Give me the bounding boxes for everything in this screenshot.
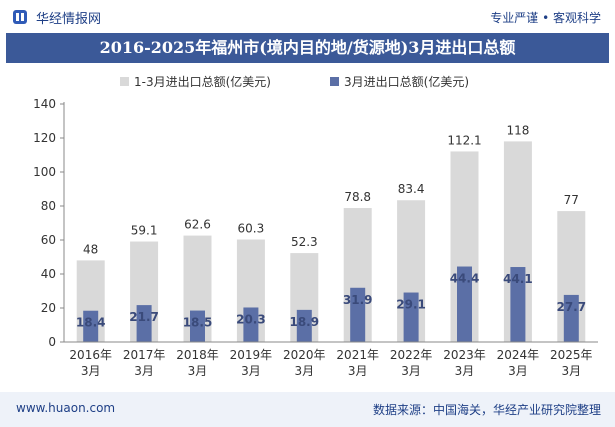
- x-tick-label-line: 2024年: [497, 348, 540, 362]
- x-tick-label-line: 2017年: [123, 348, 166, 362]
- x-tick-label: 2023年 3月: [443, 348, 486, 378]
- bar-march-total: [296, 309, 312, 342]
- data-label-ytd-total: 59.1: [131, 224, 158, 238]
- chart-plot: 1-3月进出口总额(亿美元) 3月进出口总额(亿美元) 0 20 40 60 80 100 1…: [33, 74, 598, 378]
- x-tick-label-line: 2025年: [550, 348, 593, 362]
- y-tick-label: 120: [33, 131, 56, 145]
- data-label-ytd-total: 60.3: [238, 221, 265, 235]
- x-tick-label-line: 2023年: [443, 348, 486, 362]
- x-tick-label: 2025年 3月: [550, 348, 593, 378]
- x-tick-label-line: 3月: [188, 364, 208, 378]
- legend-label: 1-3月进出口总额(亿美元): [134, 74, 271, 89]
- data-label-march-total: 44.4: [450, 272, 480, 286]
- x-tick-label-line: 3月: [348, 364, 368, 378]
- bar-march-total: [403, 292, 419, 342]
- legend: 1-3月进出口总额(亿美元) 3月进出口总额(亿美元): [120, 74, 469, 89]
- x-tick-label-line: 2018年: [176, 348, 219, 362]
- bar-march-total: [350, 287, 366, 342]
- data-label-march-total: 29.1: [396, 298, 426, 312]
- y-tick-label: 80: [41, 199, 56, 213]
- data-label-march-total: 27.7: [556, 300, 586, 314]
- x-tick-label: 2020年 3月: [283, 348, 326, 378]
- data-label-ytd-total: 118: [506, 123, 529, 137]
- y-axis: 0 20 40 60 80 100 120 140: [33, 97, 65, 349]
- bar-march-total: [457, 266, 472, 342]
- bar-march-total: [243, 307, 259, 342]
- x-tick-label-line: 3月: [81, 364, 101, 378]
- x-tick-label-line: 2021年: [336, 348, 379, 362]
- legend-label: 3月进出口总额(亿美元): [344, 74, 469, 89]
- data-label-ytd-total: 52.3: [291, 235, 318, 249]
- bar-march-total: [83, 310, 99, 342]
- x-tick-label: 2019年 3月: [230, 348, 273, 378]
- bar-march-total: [510, 267, 526, 342]
- data-label-ytd-total: 83.4: [398, 182, 425, 196]
- y-tick-label: 40: [41, 267, 56, 281]
- x-tick-label-line: 2020年: [283, 348, 326, 362]
- data-label-ytd-total: 112.1: [447, 133, 481, 147]
- x-tick-label-line: 3月: [401, 364, 421, 378]
- x-tick-label-line: 2022年: [390, 348, 433, 362]
- data-label-march-total: 44.1: [503, 272, 533, 286]
- footer-url: www.huaon.com: [16, 401, 116, 415]
- data-label-march-total: 21.7: [129, 310, 159, 324]
- top-header: 华经情报网 专业严谨 • 客观科学: [0, 0, 615, 33]
- title-bar: 2016-2025年福州市(境内目的地/货源地)3月进出口总额: [6, 33, 609, 63]
- y-tick-label: 0: [48, 335, 56, 349]
- chart-title: 2016-2025年福州市(境内目的地/货源地)3月进出口总额: [99, 38, 516, 57]
- legend-swatch: [120, 77, 129, 86]
- footer: www.huaon.com 数据来源：中国海关，华经产业研究院整理: [0, 392, 615, 427]
- x-tick-label: 2018年 3月: [176, 348, 219, 378]
- x-tick-label: 2024年 3月: [497, 348, 540, 378]
- bar-march-total: [563, 294, 579, 342]
- x-tick-label: 2022年 3月: [390, 348, 433, 378]
- data-label-march-total: 20.3: [236, 312, 266, 326]
- data-label-ytd-total: 62.6: [184, 218, 211, 232]
- x-tick-label-line: 3月: [134, 364, 154, 378]
- data-source: 数据来源：中国海关，华经产业研究院整理: [372, 403, 601, 417]
- data-label-march-total: 18.9: [289, 315, 319, 329]
- x-tick-label-line: 3月: [561, 364, 581, 378]
- brand-name: 华经情报网: [36, 12, 102, 27]
- x-tick-label: 2016年 3月: [69, 348, 112, 378]
- x-tick-label: 2021年 3月: [336, 348, 379, 378]
- x-tick-label-line: 3月: [241, 364, 261, 378]
- y-tick-label: 140: [33, 97, 56, 111]
- data-label-march-total: 18.5: [183, 316, 213, 330]
- data-label-march-total: 31.9: [343, 293, 373, 307]
- x-tick-label: 2017年 3月: [123, 348, 166, 378]
- x-tick-label-line: 3月: [455, 364, 475, 378]
- bar-march-total: [136, 305, 152, 342]
- x-tick-label-line: 3月: [294, 364, 314, 378]
- legend-swatch: [330, 77, 339, 86]
- x-tick-label-line: 2016年: [69, 348, 112, 362]
- bar-march-total: [190, 310, 205, 342]
- x-tick-label-line: 3月: [508, 364, 528, 378]
- y-tick-label: 100: [33, 165, 56, 179]
- huajing-logo-icon: [13, 10, 27, 24]
- bars: 48 18.4 59.1 21.7 62.6 18.5 60.3 20.3 52.3 18.9 78…: [76, 123, 586, 342]
- y-tick-label: 20: [41, 301, 56, 315]
- y-tick-label: 60: [41, 233, 56, 247]
- data-label-ytd-total: 78.8: [344, 190, 371, 204]
- x-tick-label-line: 2019年: [230, 348, 273, 362]
- data-label-ytd-total: 48: [83, 242, 98, 256]
- data-label-ytd-total: 77: [564, 193, 579, 207]
- slogan: 专业严谨 • 客观科学: [490, 11, 601, 25]
- data-label-march-total: 18.4: [76, 316, 106, 330]
